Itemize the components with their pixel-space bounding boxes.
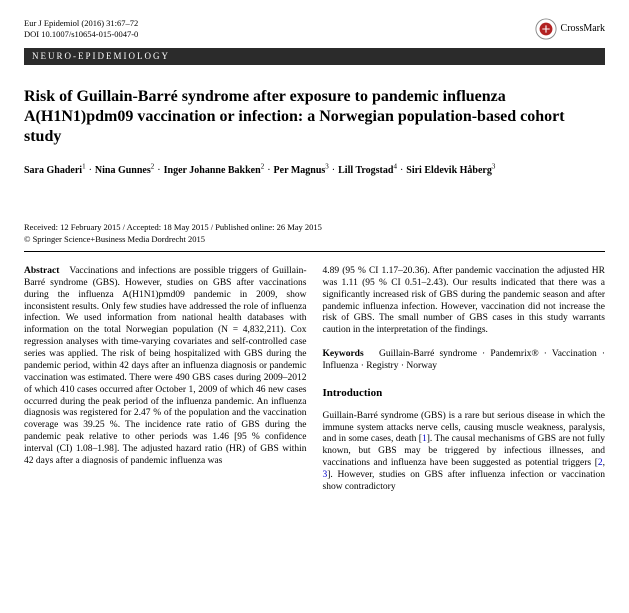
left-column: Abstract Vaccinations and infections are… [24,266,307,494]
received-line: Received: 12 February 2015 / Accepted: 1… [24,222,605,233]
author: Siri Eldevik Håberg3 [406,165,495,176]
journal-citation: Eur J Epidemiol (2016) 31:67–72 [24,18,138,29]
ref-link[interactable]: 1 [422,434,427,444]
abstract-right-text: 4.89 (95 % CI 1.17–20.36). After pandemi… [323,266,606,337]
divider [24,251,605,252]
copyright-line: © Springer Science+Business Media Dordre… [24,234,605,245]
authors-list: Sara Ghaderi1·Nina Gunnes2·Inger Johanne… [24,161,605,177]
keywords-text: Guillain-Barré syndrome · Pandemrix® · V… [323,349,606,371]
author: Nina Gunnes2 [95,165,154,176]
keywords-line: Keywords Guillain-Barré syndrome · Pande… [323,349,606,373]
paper-title: Risk of Guillain-Barré syndrome after ex… [24,87,605,147]
journal-meta: Eur J Epidemiol (2016) 31:67–72 DOI 10.1… [24,18,138,40]
category-bar: NEURO-EPIDEMIOLOGY [24,48,605,65]
keywords-label: Keywords [323,349,364,359]
author: Lill Trogstad4 [338,165,397,176]
abstract-text: Abstract Vaccinations and infections are… [24,266,307,468]
abstract-label: Abstract [24,266,59,276]
abstract-left-text: Vaccinations and infections are possible… [24,266,307,466]
right-column: 4.89 (95 % CI 1.17–20.36). After pandemi… [323,266,606,494]
ref-link[interactable]: 2 [598,458,603,468]
crossmark-badge[interactable]: CrossMark [535,18,605,40]
journal-doi: DOI 10.1007/s10654-015-0047-0 [24,29,138,40]
ref-link[interactable]: 3 [323,470,328,480]
crossmark-icon [535,18,557,40]
intro-text: Guillain-Barré syndrome (GBS) is a rare … [323,411,606,494]
author: Per Magnus3 [274,165,329,176]
intro-heading: Introduction [323,387,606,401]
author: Sara Ghaderi1 [24,165,86,176]
crossmark-label: CrossMark [561,23,605,36]
author: Inger Johanne Bakken2 [164,165,265,176]
